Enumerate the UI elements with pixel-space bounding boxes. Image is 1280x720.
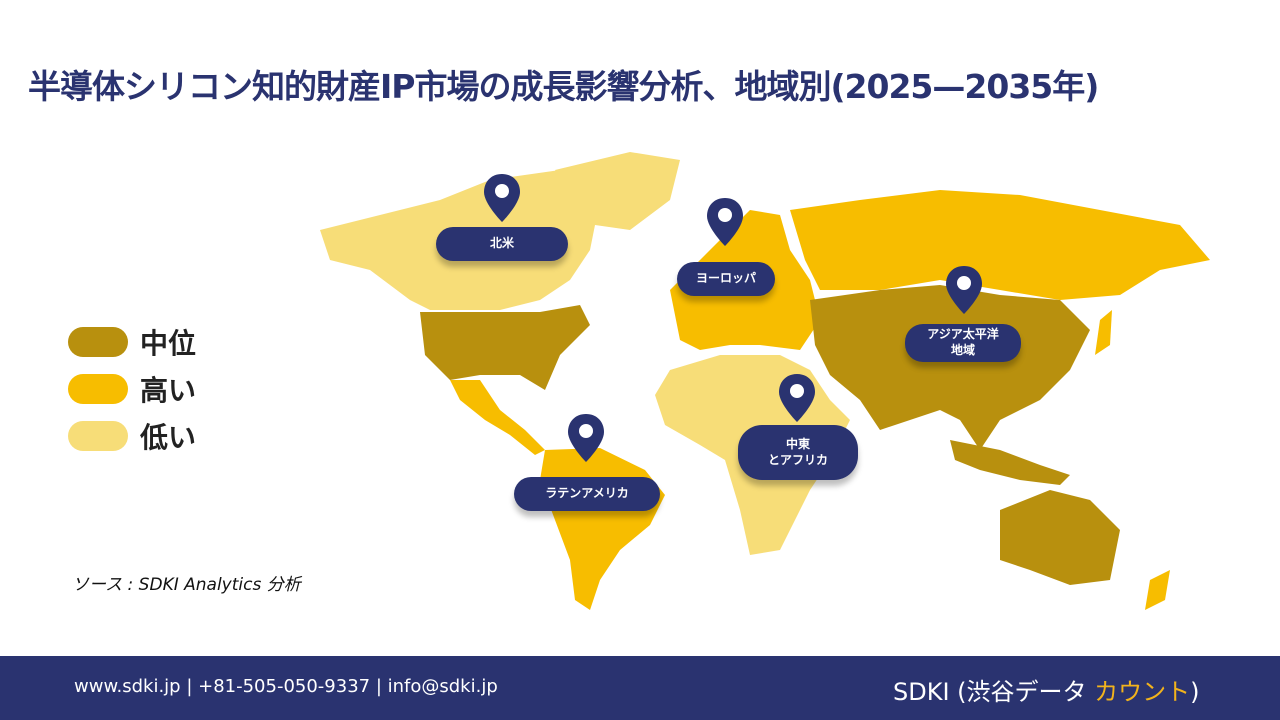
legend-swatch — [68, 326, 128, 357]
region-mexico — [450, 380, 545, 455]
legend-item-high: 高い — [68, 365, 196, 412]
region-russia — [790, 190, 1210, 300]
brand-end: ) — [1190, 678, 1200, 706]
page-title: 半導体シリコン知的財産IP市場の成長影響分析、地域別(2025—2035年) — [28, 67, 1099, 106]
world-map — [320, 152, 1210, 610]
region-asia — [810, 285, 1090, 450]
region-label-middle-east-africa: 中東 とアフリカ — [738, 425, 858, 480]
contact-info: www.sdki.jp | +81-505-050-9337 | info@sd… — [74, 676, 498, 697]
region-japan — [1095, 310, 1112, 355]
legend-label: 低い — [140, 420, 197, 454]
location-pin-icon — [484, 174, 520, 222]
brand-main: SDKI (渋谷データ — [893, 678, 1095, 706]
region-new-zealand — [1145, 570, 1170, 610]
source-note: ソース : SDKI Analytics 分析 — [72, 575, 301, 595]
region-label-asia-pacific: アジア太平洋 地域 — [905, 324, 1021, 362]
brand-accent: カウント — [1094, 678, 1191, 706]
location-pin-icon — [707, 198, 743, 246]
location-pin-icon — [946, 266, 982, 314]
region-usa — [420, 305, 590, 390]
legend-swatch — [68, 420, 128, 451]
legend-swatch — [68, 373, 128, 404]
region-label-north-america: 北米 — [436, 227, 568, 261]
legend-label: 中位 — [140, 326, 197, 360]
region-australia — [1000, 490, 1120, 585]
footer: www.sdki.jp | +81-505-050-9337 | info@sd… — [0, 656, 1280, 720]
location-pin-icon — [568, 414, 604, 462]
region-label-latin-america: ラテンアメリカ — [514, 477, 660, 511]
legend-item-medium: 中位 — [68, 318, 196, 365]
legend-label: 高い — [140, 373, 197, 407]
region-se-asia — [950, 440, 1070, 485]
legend: 中位 高い 低い — [68, 318, 196, 459]
brand-logo: SDKI (渋谷データ カウント) — [893, 672, 1200, 707]
region-south-america — [540, 448, 665, 610]
region-greenland — [555, 152, 680, 230]
legend-item-low: 低い — [68, 412, 196, 459]
location-pin-icon — [779, 374, 815, 422]
region-label-europe: ヨーロッパ — [677, 262, 775, 296]
